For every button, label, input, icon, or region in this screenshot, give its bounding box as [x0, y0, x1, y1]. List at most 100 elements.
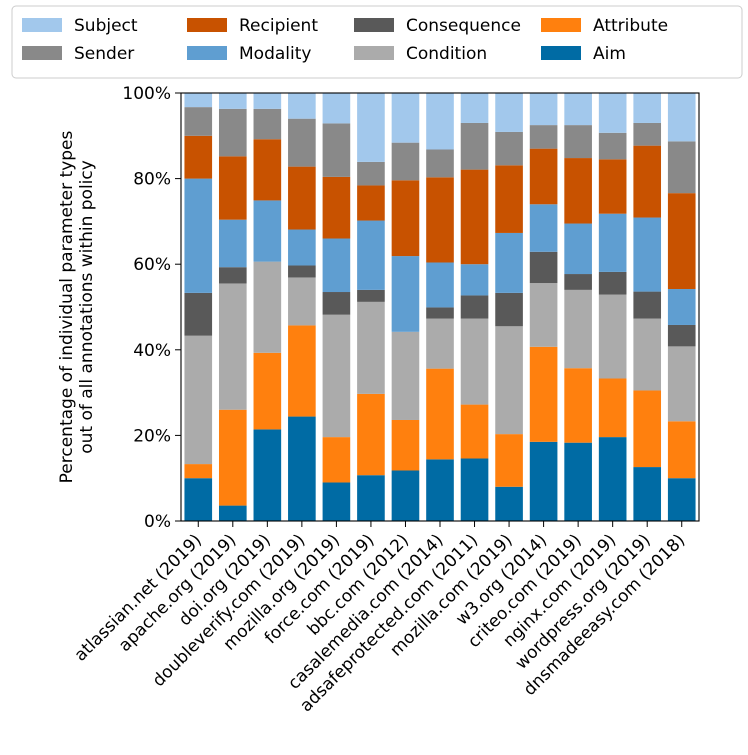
bar-modality-doi-org-2019 [253, 200, 282, 262]
bar-condition-w3-org-2014 [529, 283, 558, 347]
legend-label-consequence: Consequence [406, 16, 521, 36]
bar-modality-mozilla-com-2019 [495, 232, 523, 293]
bar-subject-apache-org-2019 [218, 93, 247, 109]
bar-recipient-force-com-2019 [357, 185, 385, 221]
bar-consequence-criteo-com-2019 [564, 274, 592, 290]
y-tick-label: 0% [144, 512, 171, 532]
y-axis-label: Percentage of individual parameter types… [57, 130, 97, 483]
legend-label-modality: Modality [239, 44, 311, 64]
legend: Subject Sender Recipient Modality Consequenc… [11, 5, 743, 79]
bar-condition-casalemedia-com-2014 [426, 318, 454, 369]
bar-recipient-doubleverify-com-2019 [288, 166, 316, 230]
bar-condition-bbc-com-2012 [391, 331, 420, 420]
bar-aim-doubleverify-com-2019 [288, 416, 316, 521]
bar-sender-atlassian-net-2019 [184, 107, 213, 136]
bar-subject-doi-org-2019 [253, 93, 282, 109]
bar-aim-atlassian-net-2019 [184, 478, 213, 521]
y-tick-label: 20% [133, 426, 171, 446]
bar-sender-force-com-2019 [357, 161, 385, 186]
bar-attribute-casalemedia-com-2014 [426, 368, 454, 460]
bar-recipient-doi-org-2019 [253, 139, 282, 201]
bar-attribute-doi-org-2019 [253, 352, 282, 430]
bar-modality-atlassian-net-2019 [184, 178, 213, 293]
bar-condition-mozilla-org-2019 [322, 314, 351, 438]
y-tick-label: 100% [122, 84, 171, 104]
bar-attribute-mozilla-org-2019 [322, 437, 351, 483]
bar-recipient-adsafeprotected-com-2011 [460, 169, 489, 265]
bar-sender-criteo-com-2019 [564, 125, 592, 159]
bar-sender-mozilla-com-2019 [495, 131, 523, 166]
bar-subject-criteo-com-2019 [564, 93, 592, 126]
bar-aim-mozilla-com-2019 [495, 486, 523, 521]
bar-consequence-mozilla-org-2019 [322, 292, 351, 315]
bar-aim-doi-org-2019 [253, 429, 282, 521]
bar-aim-criteo-com-2019 [564, 442, 592, 521]
bar-modality-dnsmadeeasy-com-2018 [667, 289, 696, 325]
bar-subject-wordpress-org-2019 [633, 93, 662, 123]
bar-recipient-mozilla-org-2019 [322, 176, 351, 239]
legend-swatch-attribute [541, 18, 581, 32]
bar-modality-force-com-2019 [357, 220, 385, 290]
bar-condition-nginx-com-2019 [598, 294, 627, 379]
y-axis-label-line: Percentage of individual parameter types [57, 130, 77, 483]
bar-attribute-adsafeprotected-com-2011 [460, 404, 489, 459]
bar-consequence-force-com-2019 [357, 289, 385, 302]
legend-swatch-consequence [354, 18, 394, 32]
bar-condition-atlassian-net-2019 [184, 335, 213, 465]
bar-subject-bbc-com-2012 [391, 93, 420, 143]
bar-aim-force-com-2019 [357, 475, 385, 521]
bar-attribute-doubleverify-com-2019 [288, 325, 316, 417]
bar-sender-nginx-com-2019 [598, 132, 627, 160]
bar-consequence-adsafeprotected-com-2011 [460, 295, 489, 319]
bar-consequence-casalemedia-com-2014 [426, 307, 454, 319]
x-axis: atlassian.net (2019)apache.org (2019)doi… [71, 521, 689, 716]
bar-sender-doi-org-2019 [253, 108, 282, 140]
bar-modality-wordpress-org-2019 [633, 217, 662, 292]
bar-condition-doubleverify-com-2019 [288, 277, 316, 326]
bar-aim-nginx-com-2019 [598, 437, 627, 521]
bar-modality-criteo-com-2019 [564, 223, 592, 275]
bar-consequence-nginx-com-2019 [598, 271, 627, 295]
bar-subject-force-com-2019 [357, 93, 385, 162]
plot-area [180, 92, 700, 522]
legend-label-attribute: Attribute [593, 16, 668, 36]
bar-modality-w3-org-2014 [529, 204, 558, 252]
bar-aim-bbc-com-2012 [391, 470, 420, 521]
bar-recipient-apache-org-2019 [218, 156, 247, 220]
bar-consequence-apache-org-2019 [218, 267, 247, 284]
legend-label-recipient: Recipient [239, 16, 318, 36]
legend-swatch-recipient [187, 18, 227, 32]
bar-attribute-atlassian-net-2019 [184, 464, 213, 479]
bar-consequence-wordpress-org-2019 [633, 291, 662, 319]
bar-aim-apache-org-2019 [218, 505, 247, 521]
bar-consequence-dnsmadeeasy-com-2018 [667, 324, 696, 347]
bar-recipient-atlassian-net-2019 [184, 135, 213, 179]
bar-sender-apache-org-2019 [218, 108, 247, 157]
bar-attribute-dnsmadeeasy-com-2018 [667, 421, 696, 479]
bar-subject-casalemedia-com-2014 [426, 93, 454, 150]
bar-attribute-wordpress-org-2019 [633, 390, 662, 468]
bar-condition-dnsmadeeasy-com-2018 [667, 346, 696, 422]
bar-subject-mozilla-com-2019 [495, 93, 523, 132]
bar-aim-w3-org-2014 [529, 441, 558, 521]
bar-modality-adsafeprotected-com-2011 [460, 264, 489, 296]
bar-subject-w3-org-2014 [529, 93, 558, 126]
bar-condition-mozilla-com-2019 [495, 326, 523, 435]
y-tick-label: 60% [133, 255, 171, 275]
bar-sender-casalemedia-com-2014 [426, 149, 454, 178]
bar-modality-doubleverify-com-2019 [288, 229, 316, 266]
bar-subject-nginx-com-2019 [598, 93, 627, 133]
legend-swatch-condition [354, 46, 394, 60]
bar-aim-adsafeprotected-com-2011 [460, 458, 489, 521]
bar-condition-criteo-com-2019 [564, 289, 592, 369]
bar-aim-dnsmadeeasy-com-2018 [667, 478, 696, 521]
bar-aim-mozilla-org-2019 [322, 482, 351, 521]
bar-modality-bbc-com-2012 [391, 256, 420, 332]
bar-sender-wordpress-org-2019 [633, 122, 662, 146]
bar-recipient-dnsmadeeasy-com-2018 [667, 193, 696, 290]
y-axis: 0% 20% 40% 60% 80% 100% [122, 84, 181, 532]
bar-recipient-w3-org-2014 [529, 148, 558, 205]
legend-swatch-modality [187, 46, 227, 60]
bar-modality-mozilla-org-2019 [322, 238, 351, 293]
bar-recipient-wordpress-org-2019 [633, 145, 662, 218]
